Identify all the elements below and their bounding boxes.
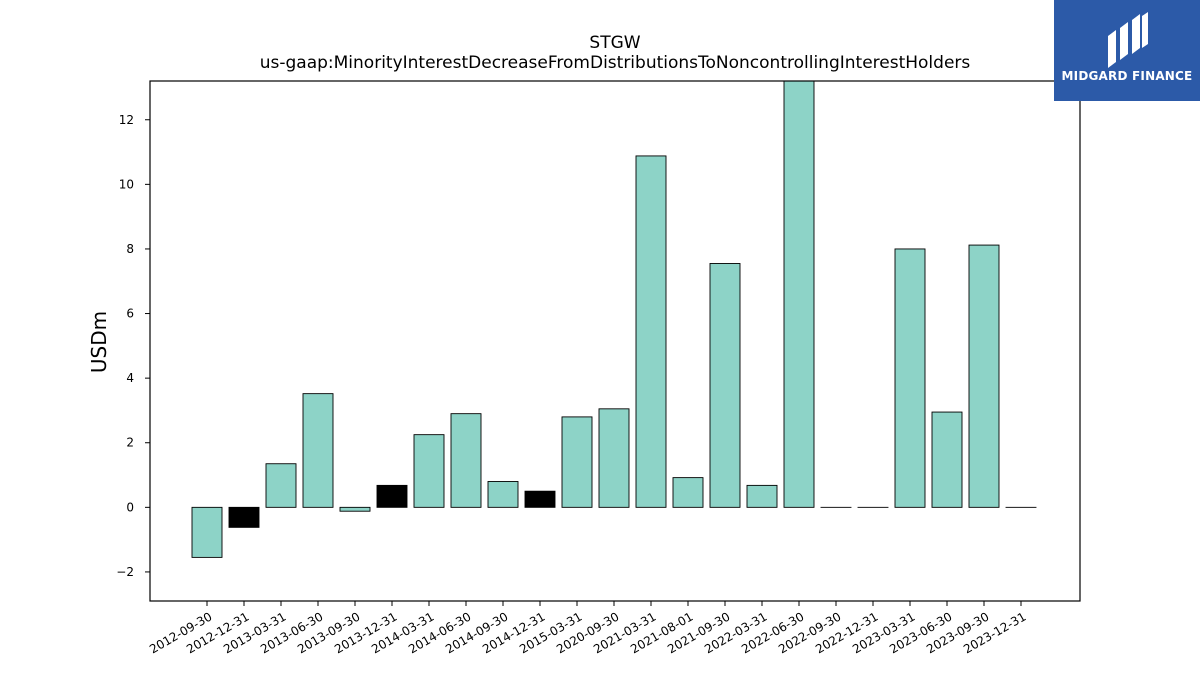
y-tick-label: 0 <box>126 500 134 514</box>
y-tick-label: 10 <box>119 177 134 191</box>
y-axis-ticks: −2 0 2 4 6 8 10 12 <box>116 113 150 579</box>
bar-2020-09-30 <box>598 408 630 508</box>
y-tick-label: 6 <box>126 307 134 321</box>
logo-text: MIDGARD FINANCE <box>1061 69 1193 83</box>
bar-2014-06-30 <box>450 413 482 508</box>
bar-2022-06-30 <box>783 80 815 508</box>
bar-2013-09-30 <box>339 506 371 512</box>
bar-2021-09-30 <box>709 263 741 508</box>
bar-2023-06-30 <box>931 411 963 508</box>
bar-2014-09-30 <box>487 481 519 508</box>
bar-2023-09-30 <box>968 244 1000 508</box>
bar-2012-12-31 <box>228 506 260 528</box>
plot-frame <box>149 80 1081 602</box>
y-tick-label: 4 <box>126 371 134 385</box>
bar-2022-03-31 <box>746 484 778 508</box>
bar-2012-09-30 <box>191 506 223 558</box>
y-tick-label: 8 <box>126 242 134 256</box>
bar-2014-03-31 <box>413 434 445 508</box>
midgard-logo-icon <box>1108 12 1148 68</box>
y-tick-label: 2 <box>126 436 134 450</box>
chart-subtitle: us-gaap:MinorityInterestDecreaseFromDist… <box>260 53 971 73</box>
y-tick-label: −2 <box>116 565 134 579</box>
bars <box>191 80 1037 558</box>
bar-2023-03-31 <box>894 248 926 508</box>
bar-2021-08-01 <box>672 477 704 508</box>
y-axis-label: USDm <box>87 311 111 373</box>
bar-2013-12-31 <box>376 484 408 508</box>
y-tick-label: 12 <box>119 113 134 127</box>
bar-2021-03-31 <box>635 155 667 508</box>
midgard-finance-logo: MIDGARD FINANCE <box>1054 0 1200 101</box>
bar-2013-06-30 <box>302 393 334 508</box>
bar-2014-12-31 <box>524 490 556 508</box>
x-axis-ticks: 2012-09-302012-12-312013-03-312013-06-30… <box>147 601 1029 656</box>
bar-2013-03-31 <box>265 463 297 508</box>
bar-2015-03-31 <box>561 416 593 508</box>
chart-title: STGW <box>589 33 640 53</box>
